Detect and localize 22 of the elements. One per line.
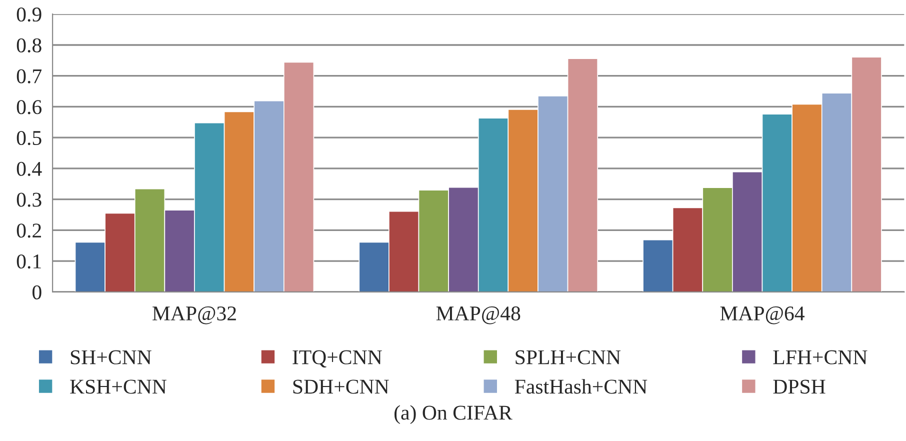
legend-label: SDH+CNN (293, 380, 389, 394)
legend-label: DPSH (773, 380, 826, 394)
legend-label: SH+CNN (70, 350, 152, 364)
y-tick-label: 0.2 (16, 224, 41, 238)
y-tick-label: 0.3 (16, 192, 42, 207)
y-tick-label: 0.6 (16, 100, 42, 114)
y-tick-label: 0.7 (16, 69, 42, 84)
y-tick-label: 0.4 (16, 162, 42, 176)
legend-label: KSH+CNN (70, 380, 166, 394)
y-tick-label: 0 (32, 285, 42, 300)
y-tick-label: 0.8 (16, 38, 42, 53)
legend-label: LFH+CNN (773, 350, 868, 364)
legend-label: FastHash+CNN (514, 379, 648, 394)
legend-label: ITQ+CNN (292, 350, 382, 368)
x-tick-label: MAP@48 (436, 306, 520, 324)
legend-label: SPLH+CNN (516, 350, 621, 364)
x-tick-label: MAP@64 (720, 306, 805, 324)
x-tick-label: MAP@32 (152, 306, 236, 324)
text: (a) On CIFAR (394, 405, 512, 424)
y-tick-label: 0.1 (16, 254, 41, 269)
y-tick-label: 0.9 (16, 7, 42, 22)
y-tick-label: 0.5 (16, 130, 42, 146)
